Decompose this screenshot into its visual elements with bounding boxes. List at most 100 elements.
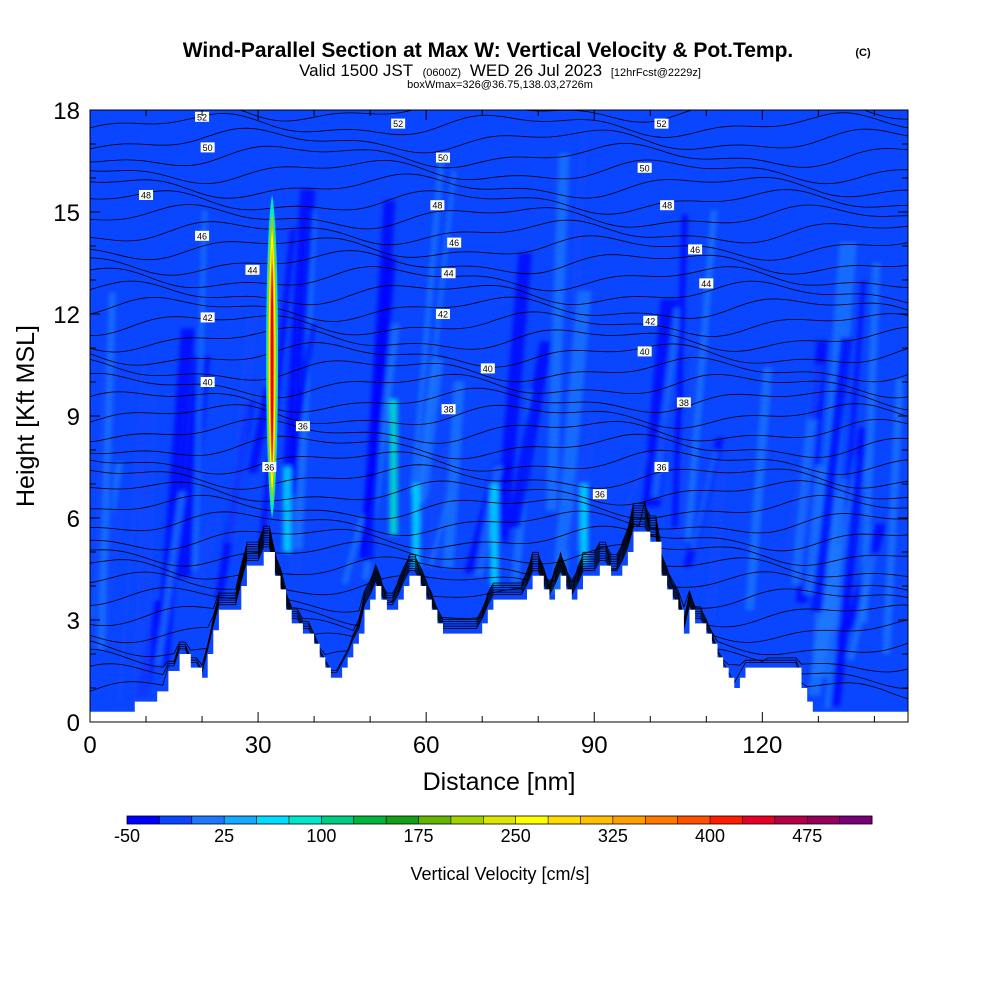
colorbar-tick-label: 250 bbox=[501, 826, 531, 846]
colorbar-tick-label: 100 bbox=[306, 826, 336, 846]
colorbar-swatch bbox=[159, 816, 193, 824]
svg-text:36: 36 bbox=[656, 463, 666, 473]
velocity-streak bbox=[192, 210, 208, 571]
contour-label: 52 bbox=[195, 111, 210, 122]
colorbar-swatch bbox=[288, 816, 322, 824]
colorbar-label: Vertical Velocity [cm/s] bbox=[410, 864, 589, 884]
contour-label: 50 bbox=[435, 152, 450, 163]
colorbar-tick-label: 325 bbox=[598, 826, 628, 846]
colorbar-tick-label: 25 bbox=[214, 826, 234, 846]
contour-label: 42 bbox=[643, 315, 658, 326]
velocity-streak bbox=[225, 314, 259, 543]
svg-text:48: 48 bbox=[141, 191, 151, 201]
colorbar-tick-label: -50 bbox=[114, 826, 140, 846]
velocity-streak bbox=[882, 378, 904, 655]
colorbar bbox=[126, 815, 873, 825]
velocity-streak bbox=[551, 290, 592, 595]
chart-title: Wind-Parallel Section at Max W: Vertical… bbox=[183, 39, 794, 62]
isentrope bbox=[90, 503, 908, 552]
contour-label: 36 bbox=[262, 462, 277, 473]
svg-text:48: 48 bbox=[432, 201, 442, 211]
velocity-streak bbox=[132, 387, 158, 712]
velocity-streak bbox=[97, 292, 116, 651]
subtitle-forecast: [12hrFcst@2229z] bbox=[611, 67, 701, 79]
y-tick-label: 9 bbox=[67, 404, 80, 431]
contour-label: 46 bbox=[195, 230, 210, 241]
velocity-streak bbox=[414, 446, 451, 534]
contour-label: 44 bbox=[441, 268, 456, 279]
colorbar-swatch bbox=[515, 816, 549, 824]
velocity-pocket bbox=[490, 484, 499, 586]
velocity-streak bbox=[507, 341, 553, 529]
isentrope bbox=[90, 189, 908, 215]
isentrope bbox=[90, 418, 908, 444]
subtitle-date: WED 26 Jul 2023 bbox=[470, 61, 602, 80]
colorbar-swatch bbox=[450, 816, 484, 824]
svg-text:40: 40 bbox=[483, 364, 493, 374]
chart-subtitle: Valid 1500 JST (0600Z) WED 26 Jul 2023 [… bbox=[299, 61, 701, 80]
contour-label: 38 bbox=[441, 404, 456, 415]
velocity-streak bbox=[656, 329, 696, 451]
plot-area: 52 52 52 50 50 50 48 48 48 46 46 46 44 44 44 42 42 42 40 40… bbox=[90, 110, 908, 722]
svg-text:46: 46 bbox=[197, 231, 207, 241]
isentrope bbox=[90, 266, 908, 292]
terrain bbox=[90, 531, 908, 722]
x-tick-label: 0 bbox=[83, 732, 96, 759]
contour-label: 40 bbox=[480, 363, 495, 374]
svg-text:46: 46 bbox=[449, 238, 459, 248]
isentrope bbox=[90, 173, 908, 199]
velocity-streak bbox=[185, 517, 224, 591]
colorbar-swatch bbox=[742, 816, 776, 824]
svg-text:36: 36 bbox=[264, 463, 274, 473]
y-tick-label: 18 bbox=[53, 98, 80, 125]
isentrope bbox=[90, 526, 908, 700]
contour-label: 36 bbox=[295, 421, 310, 432]
contour-label: 42 bbox=[435, 309, 450, 320]
contour-label: 42 bbox=[200, 312, 215, 323]
velocity-streak bbox=[803, 465, 828, 595]
velocity-streak bbox=[341, 515, 366, 584]
isentrope bbox=[90, 510, 908, 596]
svg-text:38: 38 bbox=[679, 398, 689, 408]
copyright-mark: (C) bbox=[855, 47, 871, 59]
colorbar-swatch bbox=[127, 816, 160, 824]
x-axis-label: Distance [nm] bbox=[423, 768, 576, 796]
contour-labels: 52 52 52 50 50 50 48 48 48 46 46 46 44 44 44 42 42 42 40 40… bbox=[139, 111, 714, 500]
colorbar-swatch bbox=[645, 816, 679, 824]
contour-label: 48 bbox=[660, 200, 675, 211]
colorbar-swatch bbox=[483, 816, 517, 824]
isentrope bbox=[90, 280, 908, 306]
svg-text:42: 42 bbox=[438, 310, 448, 320]
contour-label: 52 bbox=[654, 118, 669, 129]
isentrope bbox=[90, 342, 908, 368]
velocity-pocket bbox=[389, 399, 398, 535]
colorbar-swatch bbox=[548, 816, 581, 824]
svg-text:38: 38 bbox=[444, 405, 454, 415]
chart-subtitle-2: boxWmax=326@36.75,138.03,2726m bbox=[407, 79, 593, 91]
isentrope bbox=[90, 112, 908, 138]
svg-text:46: 46 bbox=[690, 245, 700, 255]
colorbar-swatch bbox=[677, 816, 711, 824]
contour-label: 44 bbox=[699, 278, 714, 289]
isentrope bbox=[90, 480, 908, 506]
isentrope bbox=[90, 311, 908, 337]
colorbar-swatch bbox=[774, 816, 808, 824]
isentrope bbox=[90, 372, 908, 399]
contour-label: 46 bbox=[447, 237, 462, 248]
contour-label: 48 bbox=[430, 200, 445, 211]
colorbar-tick-label: 175 bbox=[403, 826, 433, 846]
velocity-streak bbox=[690, 450, 719, 549]
isentrope bbox=[90, 512, 908, 613]
contour-label: 46 bbox=[688, 244, 703, 255]
velocity-streak bbox=[410, 158, 445, 495]
svg-text:48: 48 bbox=[662, 201, 672, 211]
svg-text:50: 50 bbox=[438, 153, 448, 163]
x-tick-label: 30 bbox=[245, 732, 272, 759]
isentrope bbox=[90, 204, 908, 230]
velocity-streak bbox=[672, 214, 689, 528]
isentrope bbox=[90, 449, 908, 475]
isentrope bbox=[90, 326, 908, 353]
subtitle-valid: Valid 1500 JST bbox=[299, 61, 413, 80]
contour-label: 38 bbox=[676, 397, 691, 408]
